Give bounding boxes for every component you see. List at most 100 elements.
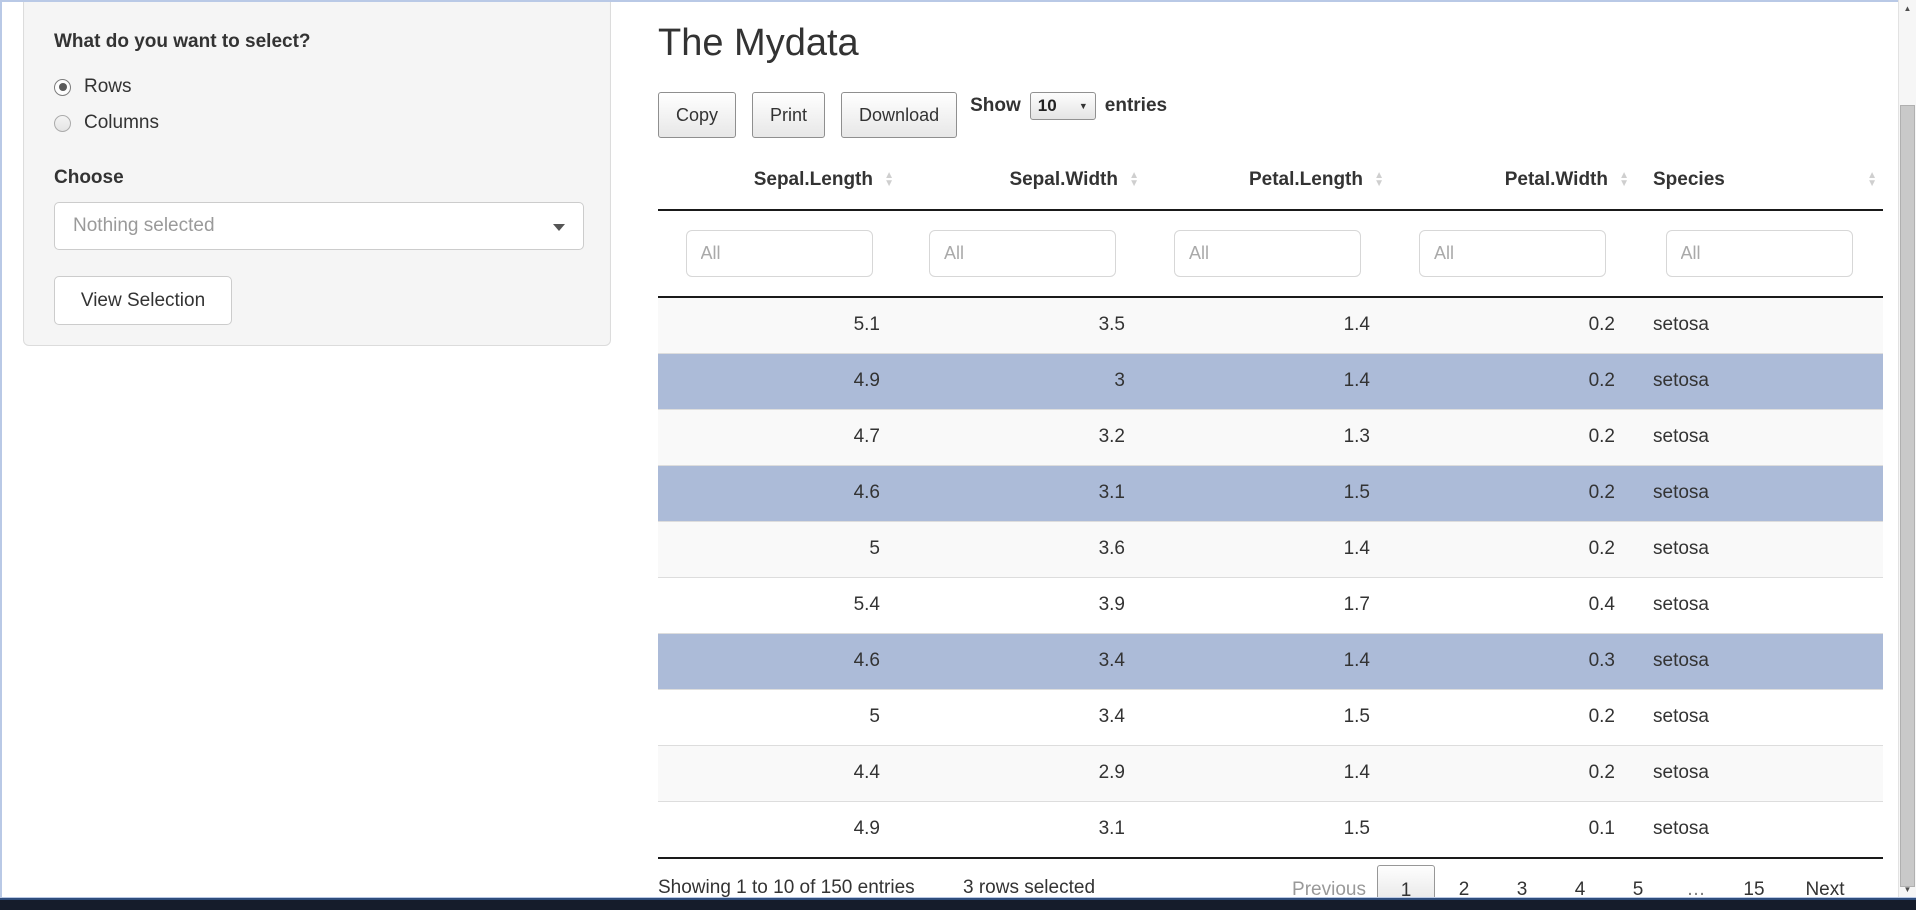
filter-input-sepal-length[interactable] bbox=[685, 230, 873, 277]
choose-label: Choose bbox=[54, 167, 124, 188]
table-row[interactable]: 4.6 3.4 1.4 0.3 setosa bbox=[658, 633, 1883, 689]
cell-sepal-width: 3.4 bbox=[1098, 650, 1125, 671]
select-question-label: What do you want to select? bbox=[54, 31, 311, 52]
page-button-15[interactable]: 15 bbox=[1743, 879, 1765, 900]
entries-label: entries bbox=[1104, 95, 1168, 116]
radio-option-rows[interactable]: Rows bbox=[54, 72, 580, 102]
cell-sepal-width: 3 bbox=[1114, 370, 1125, 391]
table-filter-row bbox=[658, 210, 1883, 298]
print-button[interactable]: Print bbox=[752, 92, 826, 138]
page-button-…[interactable]: … bbox=[1686, 879, 1706, 900]
cell-species: setosa bbox=[1653, 706, 1709, 727]
filter-input-petal-length[interactable] bbox=[1174, 230, 1361, 277]
scroll-up-icon[interactable]: ▲ bbox=[1903, 3, 1912, 13]
sidebar-panel: What do you want to select? Rows Columns … bbox=[23, 0, 611, 346]
sort-icon: ▲ ▼ bbox=[1129, 170, 1139, 189]
table-bottom-border bbox=[658, 857, 1883, 859]
scroll-down-icon[interactable]: ▼ bbox=[1903, 884, 1912, 894]
sort-icon: ▲ ▼ bbox=[1374, 170, 1384, 188]
page-length-select[interactable]: 10 ▼ bbox=[1029, 92, 1096, 120]
column-header-label: Sepal.Length bbox=[753, 168, 873, 190]
sort-desc-icon: ▼ bbox=[1867, 177, 1877, 189]
rows-selected-info: 3 rows selected bbox=[963, 877, 1096, 898]
column-header-label: Petal.Length bbox=[1248, 168, 1363, 190]
table-row[interactable]: 5 3.6 1.4 0.2 setosa bbox=[658, 521, 1883, 577]
cell-sepal-length: 4.7 bbox=[853, 426, 880, 447]
cell-petal-length: 1.4 bbox=[1343, 762, 1370, 783]
window-left-border bbox=[0, 0, 2, 910]
table-row[interactable]: 4.7 3.2 1.3 0.2 setosa bbox=[658, 409, 1883, 465]
cell-species: setosa bbox=[1653, 482, 1709, 503]
radio-dot bbox=[58, 83, 67, 91]
cell-petal-length: 1.4 bbox=[1343, 538, 1370, 559]
table-row[interactable]: 5.4 3.9 1.7 0.4 setosa bbox=[658, 577, 1883, 633]
table-row[interactable]: 4.4 2.9 1.4 0.2 setosa bbox=[658, 745, 1883, 801]
cell-species: setosa bbox=[1653, 762, 1709, 783]
filter-input-petal-width[interactable] bbox=[1419, 230, 1606, 277]
cell-petal-width: 0.2 bbox=[1588, 706, 1615, 727]
cell-sepal-width: 3.5 bbox=[1098, 314, 1125, 336]
table-row[interactable]: 4.9 3.1 1.5 0.1 setosa bbox=[658, 801, 1883, 857]
sort-desc-icon: ▼ bbox=[1129, 177, 1139, 189]
sort-asc-icon: ▲ bbox=[1867, 169, 1877, 181]
table-row[interactable]: 4.9 3 1.4 0.2 setosa bbox=[658, 353, 1883, 409]
cell-petal-width: 0.4 bbox=[1588, 594, 1615, 615]
table-row[interactable]: 5.1 3.5 1.4 0.2 setosa bbox=[658, 297, 1883, 353]
column-header-petal-width[interactable]: Petal.Width ▲ ▼ bbox=[1390, 150, 1635, 210]
column-header-sepal-width[interactable]: Sepal.Width ▲ ▼ bbox=[900, 150, 1145, 210]
filter-input-sepal-width[interactable] bbox=[929, 230, 1116, 277]
next-page-button[interactable]: Next bbox=[1805, 879, 1845, 900]
table-row[interactable]: 5 3.4 1.5 0.2 setosa bbox=[658, 689, 1883, 745]
show-label: Show bbox=[970, 95, 1021, 116]
page-button-3[interactable]: 3 bbox=[1516, 879, 1528, 900]
filter-input-species[interactable] bbox=[1665, 230, 1853, 277]
filter-cell bbox=[658, 210, 900, 298]
export-buttons: Copy Print Download bbox=[658, 92, 973, 138]
cell-petal-length: 1.4 bbox=[1343, 314, 1370, 336]
showing-entries-info: Showing 1 to 10 of 150 entries bbox=[658, 877, 915, 898]
page-length-value: 10 bbox=[1037, 96, 1057, 115]
sort-asc-icon: ▲ bbox=[1619, 169, 1629, 181]
cell-petal-length: 1.3 bbox=[1343, 426, 1370, 447]
filter-cell bbox=[1390, 210, 1635, 298]
cell-petal-length: 1.5 bbox=[1343, 818, 1370, 840]
table-row[interactable]: 4.6 3.1 1.5 0.2 setosa bbox=[658, 465, 1883, 521]
cell-petal-width: 0.2 bbox=[1588, 762, 1615, 783]
cell-species: setosa bbox=[1653, 538, 1709, 559]
cell-petal-length: 1.5 bbox=[1343, 482, 1370, 503]
download-button[interactable]: Download bbox=[841, 92, 958, 138]
cell-sepal-width: 3.1 bbox=[1098, 482, 1125, 503]
radio-label: Columns bbox=[84, 112, 159, 133]
radio-option-columns[interactable]: Columns bbox=[54, 108, 580, 138]
cell-petal-width: 0.2 bbox=[1588, 314, 1615, 336]
scrollbar-thumb[interactable] bbox=[1900, 105, 1915, 887]
table-footer: Showing 1 to 10 of 150 entries 3 rows se… bbox=[658, 859, 1883, 910]
page-button-5[interactable]: 5 bbox=[1632, 879, 1644, 900]
cell-petal-length: 1.4 bbox=[1343, 650, 1370, 671]
filter-cell bbox=[1635, 210, 1883, 298]
cell-species: setosa bbox=[1653, 650, 1709, 671]
column-header-petal-length[interactable]: Petal.Length ▲ ▼ bbox=[1145, 150, 1390, 210]
row-column-radio-group: Rows Columns bbox=[54, 72, 580, 138]
column-header-species[interactable]: Species ▲ ▼ bbox=[1635, 150, 1883, 210]
sort-icon: ▲ ▼ bbox=[1619, 169, 1629, 188]
cell-sepal-length: 5.4 bbox=[853, 594, 880, 615]
page-button-4[interactable]: 4 bbox=[1574, 879, 1586, 900]
cell-sepal-width: 2.9 bbox=[1098, 762, 1125, 783]
page-length-control: Show 10 ▼ entries bbox=[970, 92, 1167, 120]
cell-species: setosa bbox=[1653, 314, 1709, 336]
previous-page-button[interactable]: Previous bbox=[1292, 879, 1366, 900]
choose-select[interactable]: Nothing selected bbox=[54, 202, 584, 250]
sort-icon: ▲ ▼ bbox=[1867, 169, 1877, 189]
cell-petal-width: 0.2 bbox=[1588, 538, 1615, 559]
sort-desc-icon: ▼ bbox=[884, 177, 894, 189]
cell-species: setosa bbox=[1653, 370, 1709, 391]
view-selection-button[interactable]: View Selection bbox=[54, 276, 232, 325]
copy-button[interactable]: Copy bbox=[658, 92, 737, 138]
cell-sepal-length: 5.1 bbox=[853, 314, 880, 336]
column-header-sepal-length[interactable]: Sepal.Length ▲ ▼ bbox=[658, 150, 900, 210]
radio-selected-icon[interactable] bbox=[54, 78, 71, 96]
page-button-2[interactable]: 2 bbox=[1458, 879, 1470, 900]
radio-unselected-icon[interactable] bbox=[54, 114, 71, 132]
vertical-scrollbar[interactable]: ▲ ▼ bbox=[1898, 0, 1916, 897]
